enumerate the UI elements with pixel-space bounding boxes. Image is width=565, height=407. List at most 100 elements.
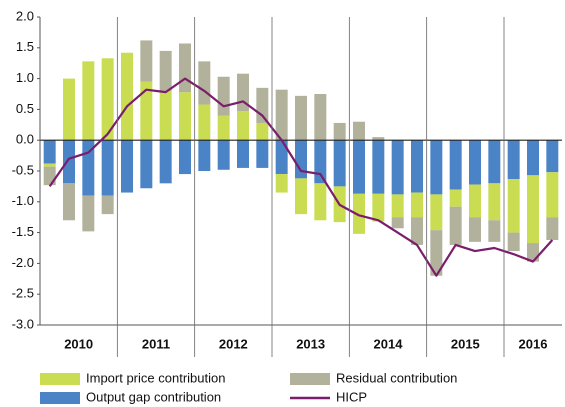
bar bbox=[217, 140, 230, 170]
x-group-label: 2010 bbox=[64, 336, 93, 351]
bar bbox=[295, 178, 307, 215]
y-tick-label: 1.5 bbox=[16, 39, 34, 54]
y-tick-label: -2.5 bbox=[12, 286, 34, 301]
bar bbox=[333, 122, 346, 141]
bar bbox=[391, 217, 404, 229]
bar bbox=[449, 189, 462, 207]
bar bbox=[121, 140, 133, 193]
bar bbox=[179, 92, 191, 141]
bar bbox=[488, 183, 501, 221]
bar bbox=[353, 193, 365, 234]
bar bbox=[275, 174, 288, 193]
hicp-line bbox=[48, 77, 554, 277]
bar bbox=[140, 40, 153, 82]
bar bbox=[391, 194, 404, 218]
legend-label: Import price contribution bbox=[86, 370, 225, 385]
bar bbox=[546, 172, 559, 218]
bar bbox=[198, 61, 211, 105]
bar bbox=[430, 194, 443, 231]
bar bbox=[527, 243, 539, 262]
bar bbox=[275, 89, 288, 141]
bar bbox=[507, 232, 520, 252]
y-tick-label: 2.0 bbox=[16, 8, 34, 23]
bar bbox=[449, 140, 462, 190]
bar bbox=[43, 163, 56, 167]
bar bbox=[469, 217, 481, 242]
legend-label: Residual contribution bbox=[336, 370, 457, 385]
bar bbox=[411, 192, 423, 218]
x-group-label: 2013 bbox=[296, 336, 325, 351]
bar bbox=[507, 140, 520, 180]
bar bbox=[43, 140, 56, 164]
legend-swatch bbox=[40, 392, 80, 404]
bar bbox=[411, 217, 423, 245]
bar bbox=[507, 179, 520, 233]
x-group-label: 2015 bbox=[451, 336, 480, 351]
bar bbox=[101, 195, 114, 215]
bar bbox=[198, 140, 211, 171]
bar bbox=[101, 58, 114, 141]
bar bbox=[314, 140, 327, 184]
bar bbox=[353, 121, 365, 141]
bar bbox=[82, 61, 95, 141]
bar bbox=[237, 111, 249, 141]
bar bbox=[179, 43, 191, 93]
bar bbox=[469, 140, 481, 185]
bar bbox=[63, 183, 75, 221]
bar bbox=[430, 140, 443, 195]
bar bbox=[527, 140, 539, 176]
bar bbox=[101, 140, 114, 196]
bar bbox=[159, 90, 172, 141]
bar bbox=[333, 140, 346, 187]
legend-label: Output gap contribution bbox=[86, 389, 221, 404]
bar bbox=[256, 140, 269, 168]
x-group-label: 2016 bbox=[519, 336, 548, 351]
bar bbox=[546, 217, 559, 240]
bar bbox=[488, 220, 501, 242]
bar bbox=[372, 137, 385, 141]
bar bbox=[295, 95, 307, 141]
bar bbox=[391, 140, 404, 195]
bar bbox=[469, 184, 481, 218]
bar bbox=[179, 140, 191, 175]
bar bbox=[411, 140, 423, 193]
bar bbox=[237, 73, 249, 112]
bar bbox=[159, 140, 172, 184]
legend-swatch bbox=[290, 373, 330, 385]
bar bbox=[121, 52, 133, 141]
x-group-label: 2012 bbox=[219, 336, 248, 351]
bar bbox=[527, 175, 539, 244]
x-group-label: 2014 bbox=[374, 336, 404, 351]
bar bbox=[314, 94, 327, 141]
bar bbox=[140, 140, 153, 189]
bar bbox=[275, 140, 288, 175]
bar bbox=[314, 183, 327, 221]
y-tick-label: -2.0 bbox=[12, 255, 34, 270]
bar bbox=[353, 140, 365, 194]
bar bbox=[82, 195, 95, 232]
y-tick-label: -3.0 bbox=[12, 316, 34, 331]
bar bbox=[430, 230, 443, 276]
bar bbox=[198, 104, 211, 141]
y-tick-label: 0.0 bbox=[16, 132, 34, 147]
y-tick-label: -0.5 bbox=[12, 162, 34, 177]
bar bbox=[217, 115, 230, 141]
bar bbox=[295, 140, 307, 179]
bar bbox=[63, 140, 75, 184]
bar bbox=[488, 140, 501, 184]
x-group-label: 2011 bbox=[142, 336, 170, 351]
bar bbox=[217, 76, 230, 116]
bar bbox=[237, 140, 249, 168]
bar bbox=[43, 166, 56, 186]
bar bbox=[449, 206, 462, 245]
y-tick-label: 0.5 bbox=[16, 101, 34, 116]
bar bbox=[372, 193, 385, 222]
bar bbox=[63, 78, 75, 141]
legend-swatch bbox=[40, 373, 80, 385]
y-tick-label: -1.5 bbox=[12, 224, 34, 239]
legend-label: HICP bbox=[336, 389, 367, 404]
bar bbox=[256, 122, 269, 141]
bar bbox=[82, 140, 95, 196]
bar bbox=[372, 140, 385, 194]
